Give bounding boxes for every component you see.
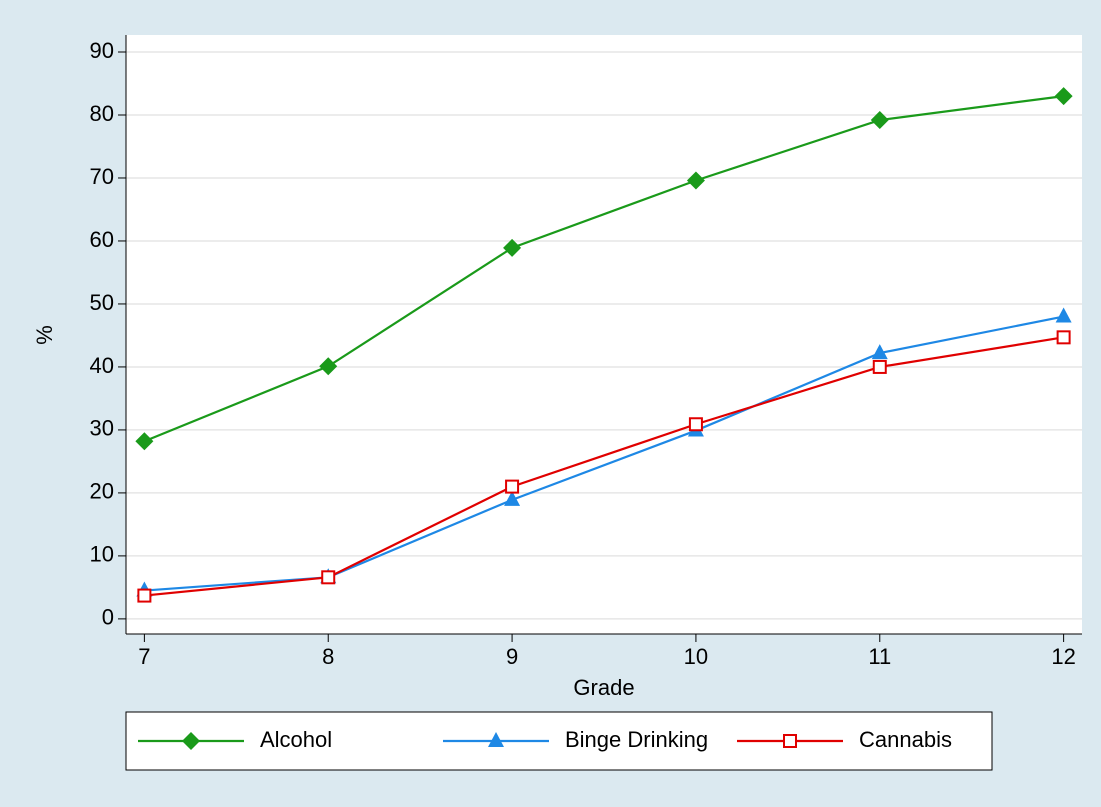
series-line <box>143 95 1064 443</box>
plot-area <box>126 35 1082 634</box>
series-line <box>144 336 1064 597</box>
marker <box>137 588 152 603</box>
y-tick-label: 50 <box>90 290 114 315</box>
marker <box>1055 307 1072 323</box>
x-tick-label: 8 <box>322 644 334 669</box>
marker <box>504 490 521 506</box>
marker <box>135 432 154 451</box>
marker <box>1056 330 1071 345</box>
x-tick-label: 11 <box>868 644 891 669</box>
legend-label: Binge Drinking <box>565 727 708 752</box>
marker <box>505 479 520 494</box>
x-tick-label: 12 <box>1051 644 1075 669</box>
marker <box>1054 87 1073 106</box>
y-tick-label: 40 <box>90 353 114 378</box>
y-tick-label: 90 <box>90 38 114 63</box>
marker <box>686 171 705 190</box>
x-tick-label: 9 <box>506 644 518 669</box>
marker <box>688 417 703 432</box>
legend-label: Cannabis <box>859 727 952 752</box>
legend-marker <box>488 732 504 747</box>
y-axis-title: % <box>32 325 57 345</box>
y-tick-label: 10 <box>90 542 114 567</box>
legend-marker <box>182 732 200 750</box>
marker <box>503 238 522 257</box>
y-tick-label: 60 <box>90 227 114 252</box>
marker <box>871 344 888 360</box>
y-tick-label: 20 <box>90 479 114 504</box>
y-tick-label: 0 <box>102 605 114 630</box>
y-tick-label: 30 <box>90 416 114 441</box>
x-tick-label: 7 <box>138 644 150 669</box>
x-tick-label: 10 <box>684 644 708 669</box>
legend-box <box>125 711 993 771</box>
marker <box>321 570 336 585</box>
marker <box>872 359 887 374</box>
marker <box>870 111 889 130</box>
y-tick-label: 70 <box>90 164 114 189</box>
marker <box>319 357 338 376</box>
legend-label: Alcohol <box>260 727 332 752</box>
y-tick-label: 80 <box>90 101 114 126</box>
x-axis-title: Grade <box>573 675 634 700</box>
legend-marker <box>783 734 797 748</box>
